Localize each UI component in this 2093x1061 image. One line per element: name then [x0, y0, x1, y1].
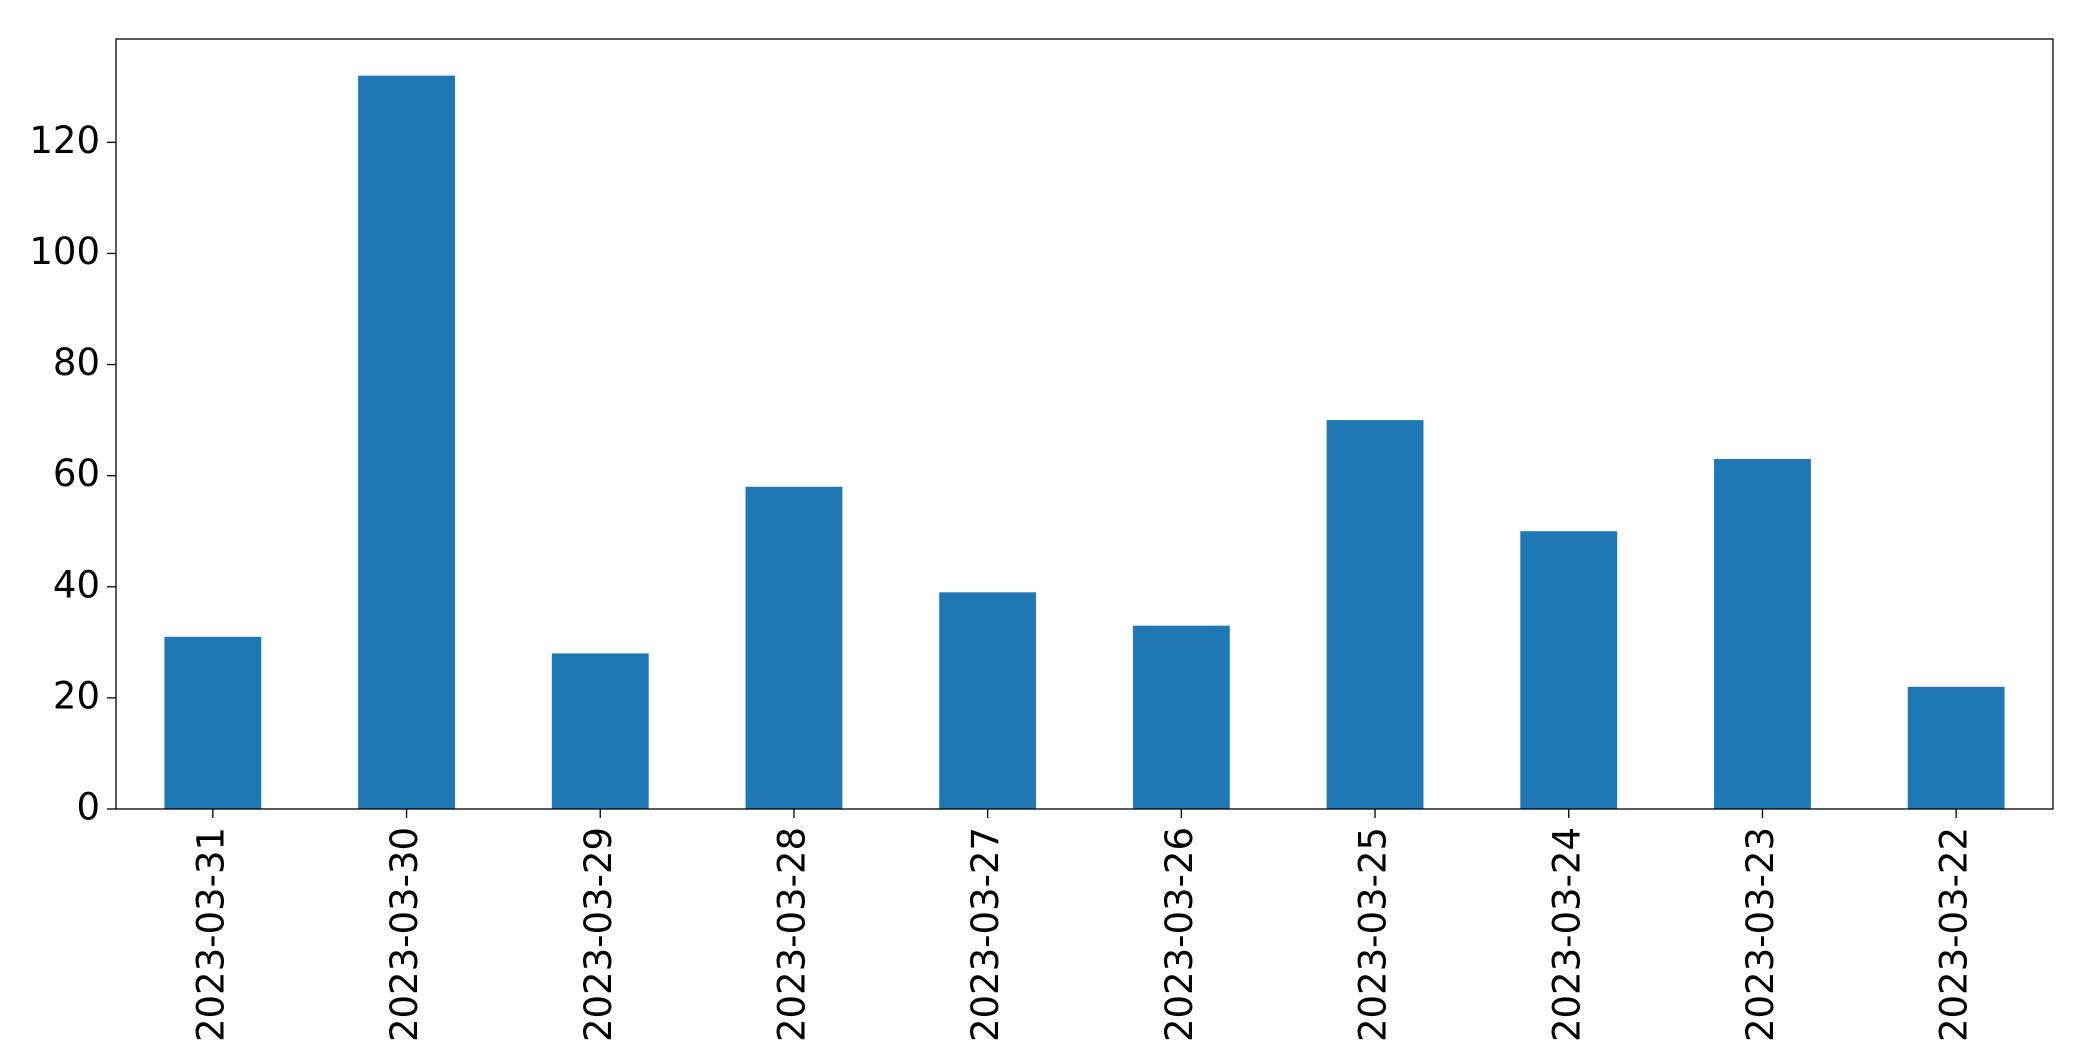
bar [939, 592, 1037, 809]
y-tick-label: 100 [29, 230, 100, 273]
y-tick-label: 40 [53, 563, 100, 606]
x-tick-label: 2023-03-26 [1158, 827, 1201, 1042]
x-tick-label: 2023-03-29 [577, 827, 620, 1042]
bar [1326, 420, 1424, 809]
bar [1907, 686, 2005, 809]
bar [745, 486, 843, 809]
y-tick-label: 60 [53, 452, 100, 495]
plot-frame [115, 38, 2054, 810]
x-tick-label: 2023-03-31 [189, 827, 232, 1042]
x-tick-label: 2023-03-25 [1352, 827, 1395, 1042]
x-tick-label: 2023-03-23 [1739, 827, 1782, 1042]
y-tick-label: 20 [53, 674, 100, 717]
x-tick-label: 2023-03-28 [770, 827, 813, 1042]
bar [358, 75, 455, 809]
y-tick-label: 120 [29, 119, 100, 162]
y-tick-label: 80 [53, 341, 100, 384]
x-tick-label: 2023-03-27 [964, 827, 1007, 1042]
x-tick-label: 2023-03-22 [1933, 827, 1976, 1042]
x-tick-label: 2023-03-30 [383, 827, 426, 1042]
bar [1714, 459, 1811, 809]
bar [1132, 625, 1230, 809]
y-tick-label: 0 [76, 786, 100, 829]
bar [164, 636, 262, 809]
bar [551, 653, 649, 809]
x-tick-label: 2023-03-24 [1545, 827, 1588, 1042]
bar [1520, 531, 1618, 809]
